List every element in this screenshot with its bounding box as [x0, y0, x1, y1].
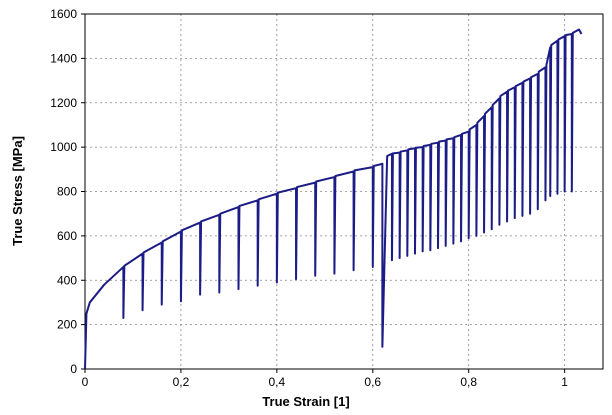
y-tick-label: 800 — [57, 185, 77, 199]
y-tick-label: 600 — [57, 229, 77, 243]
x-tick-label: 0,2 — [173, 375, 190, 389]
x-tick-label: 1 — [561, 375, 568, 389]
y-tick-label: 1600 — [50, 7, 77, 21]
x-tick-label: 0 — [82, 375, 89, 389]
y-tick-label: 1200 — [50, 96, 77, 110]
y-tick-label: 1000 — [50, 140, 77, 154]
data-line — [84, 28, 583, 370]
y-tick-label: 200 — [57, 318, 77, 332]
y-tick-label: 1400 — [50, 51, 77, 65]
y-tick-label: 0 — [70, 362, 77, 376]
x-axis-label: True Strain [1] — [262, 394, 349, 409]
y-axis-label: True Stress [MPa] — [10, 136, 25, 246]
y-tick-label: 400 — [57, 273, 77, 287]
x-tick-label: 0,8 — [460, 375, 477, 389]
plot-frame — [84, 13, 604, 370]
x-tick-label: 0,4 — [269, 375, 286, 389]
x-tick-label: 0,6 — [364, 375, 381, 389]
